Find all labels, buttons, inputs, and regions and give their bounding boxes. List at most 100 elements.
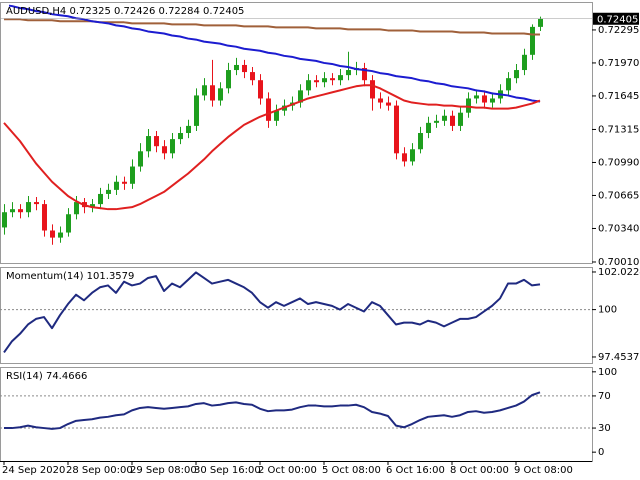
x-tick-label: 30 Sep 16:00: [194, 465, 261, 476]
price-label: 0.72405: [597, 14, 638, 25]
candle-body: [10, 209, 15, 213]
title-bg: [3, 269, 9, 275]
candle-body: [474, 95, 479, 99]
panel-title: Momentum(14) 101.3579: [6, 271, 134, 282]
candle-body: [490, 98, 495, 103]
indicator-line: [4, 391, 541, 430]
candle-body: [250, 72, 255, 81]
candle-body: [530, 26, 535, 55]
candle-body: [130, 166, 135, 184]
indicator-line: [3, 271, 541, 353]
candle-body: [466, 98, 471, 113]
candle-body: [42, 204, 47, 231]
candle-body: [194, 95, 199, 126]
candle-body: [410, 149, 415, 162]
candle-body: [330, 78, 335, 81]
y-tick-label: 100: [598, 367, 617, 378]
y-tick-label: 0: [598, 447, 604, 458]
y-tick-label: 0.72295: [598, 25, 639, 36]
price-box: [593, 12, 639, 25]
candle-body: [58, 232, 63, 238]
candle-body: [442, 115, 447, 121]
candle-body: [402, 153, 407, 162]
candle-body: [26, 202, 31, 213]
y-tick-label: 30: [598, 423, 611, 434]
candle-body: [122, 181, 127, 184]
candle-body: [370, 80, 375, 99]
candle-body: [178, 133, 183, 140]
candle-body: [66, 214, 71, 233]
x-tick-label: 5 Oct 08:00: [322, 465, 381, 476]
panel-title: RSI(14) 74.4666: [6, 371, 87, 382]
candle-body: [314, 80, 319, 83]
candle-body: [50, 230, 55, 238]
x-tick-label: 28 Sep 00:00: [66, 465, 133, 476]
candle-body: [218, 88, 223, 101]
candle-body: [514, 70, 519, 79]
y-tick-label: 0.71970: [598, 58, 639, 69]
candle-body: [234, 64, 239, 71]
candle-body: [458, 112, 463, 126]
candle-body: [450, 115, 455, 126]
candle-body: [386, 102, 391, 106]
x-tick-label: 8 Oct 00:00: [450, 465, 509, 476]
candle-body: [34, 202, 39, 205]
x-tick-label: 2 Oct 00:00: [258, 465, 317, 476]
candle-body: [146, 136, 151, 152]
panel-frame: [0, 2, 593, 264]
x-tick-label: 6 Oct 16:00: [386, 465, 445, 476]
candle-body: [362, 68, 367, 81]
y-tick-label: 97.4537: [598, 352, 639, 363]
y-tick-label: 0.70990: [598, 157, 639, 168]
candle-body: [394, 105, 399, 154]
candle-body: [154, 136, 159, 147]
candle-body: [226, 70, 231, 89]
candle-body: [74, 202, 79, 215]
candle-body: [378, 98, 383, 103]
candle-body: [426, 122, 431, 134]
candle-body: [266, 98, 271, 121]
candle-body: [186, 125, 191, 134]
candle-body: [346, 70, 351, 76]
y-tick-label: 102.0224: [598, 267, 640, 278]
candle-body: [306, 80, 311, 91]
title-bg: [3, 369, 9, 375]
candle-body: [298, 90, 303, 103]
y-tick-label: 0.71315: [598, 124, 639, 135]
x-tick-label: 9 Oct 08:00: [514, 465, 573, 476]
candle-body: [258, 80, 263, 99]
candle-body: [242, 64, 247, 73]
candle-body: [18, 209, 23, 213]
candle-body: [274, 110, 279, 121]
y-tick-label: 70: [598, 391, 611, 402]
candle-body: [434, 120, 439, 123]
candle-body: [322, 78, 327, 83]
x-tick-label: 24 Sep 2020: [2, 465, 65, 476]
candle-body: [170, 139, 175, 154]
candle-body: [506, 78, 511, 91]
candle-body: [138, 151, 143, 167]
candle-body: [202, 85, 207, 96]
y-tick-label: 0.70340: [598, 223, 639, 234]
candle-body: [418, 133, 423, 150]
moving-average: [3, 84, 541, 211]
x-tick-label: 29 Sep 08:00: [130, 465, 197, 476]
candle-body: [162, 146, 167, 154]
y-tick-label: 0.70665: [598, 190, 639, 201]
candle-body: [522, 54, 527, 71]
y-tick-label: 0.71645: [598, 91, 639, 102]
y-tick-label: 100: [598, 305, 617, 316]
candle-body: [338, 75, 343, 81]
candle-body: [106, 189, 111, 194]
candle-body: [90, 204, 95, 208]
moving-average: [3, 4, 541, 103]
title-bg: [3, 4, 9, 10]
panel-title: AUDUSD,H4 0.72325 0.72426 0.72284 0.7240…: [6, 6, 244, 17]
y-tick-label: 0.70010: [598, 257, 639, 268]
candle-body: [538, 18, 543, 27]
candle-body: [98, 193, 103, 205]
candle-body: [210, 85, 215, 101]
